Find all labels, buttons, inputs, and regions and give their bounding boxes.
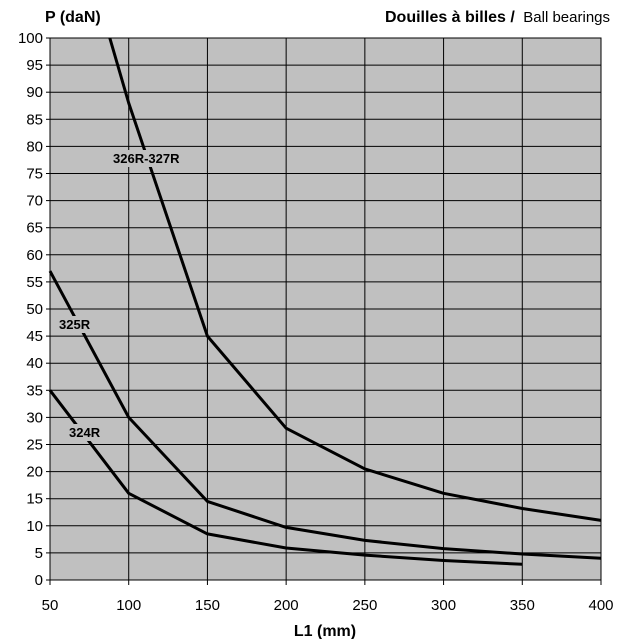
y-tick-label: 95	[26, 57, 43, 74]
x-axis-title: L1 (mm)	[294, 623, 356, 639]
y-tick-label: 75	[26, 166, 43, 183]
y-tick-label: 40	[26, 355, 43, 372]
series-group	[48, 37, 602, 566]
series-line-0	[108, 37, 602, 522]
y-tick-label: 10	[26, 518, 43, 535]
y-axis-title: P (daN)	[45, 9, 101, 26]
y-tick-label: 80	[26, 138, 43, 155]
y-tick-label: 45	[26, 328, 43, 345]
y-tick-label: 70	[26, 193, 43, 210]
series-label-bg	[57, 316, 93, 333]
x-tick-label: 100	[116, 597, 141, 614]
y-tick-label: 85	[26, 111, 43, 128]
y-tick-label: 30	[26, 409, 43, 426]
y-tick-label: 100	[18, 30, 43, 47]
y-tick-label: 65	[26, 220, 43, 237]
chart-title-bold: Douilles à billes /	[385, 9, 515, 26]
x-tick-label: 150	[195, 597, 220, 614]
chart-title: Douilles à billes / Ball bearings	[385, 9, 610, 26]
x-tick-label: 300	[431, 597, 456, 614]
series-label-1: 325R	[59, 317, 91, 332]
series-labels: 326R-327R 325R 324R	[57, 150, 183, 441]
series-label-0: 326R-327R	[113, 151, 180, 166]
y-tick-label: 35	[26, 382, 43, 399]
x-tick-label: 50	[42, 597, 59, 614]
x-tick-label: 250	[352, 597, 377, 614]
y-tick-label: 25	[26, 437, 43, 454]
chart-title-normal: Ball bearings	[523, 9, 610, 26]
y-tick-label: 0	[35, 572, 43, 589]
y-tick-label: 50	[26, 301, 43, 318]
series-label-bg	[67, 424, 103, 441]
series-line-1	[48, 270, 602, 560]
series-line-2	[48, 389, 523, 566]
y-tick-label: 90	[26, 84, 43, 101]
x-tick-label: 350	[510, 597, 535, 614]
y-tick-label: 5	[35, 545, 43, 562]
y-tick-label: 55	[26, 274, 43, 291]
series-label-bg	[111, 150, 183, 167]
y-tick-label: 20	[26, 464, 43, 481]
x-tick-label: 400	[588, 597, 613, 614]
axes: 0 5 10 15 20 25 30 35 40 45 50 55 60 65 70 75 80 85 90 95 10…	[18, 30, 614, 614]
x-tick-label: 200	[274, 597, 299, 614]
y-tick-label: 15	[26, 491, 43, 508]
series-label-2: 324R	[69, 425, 101, 440]
y-tick-label: 60	[26, 247, 43, 264]
